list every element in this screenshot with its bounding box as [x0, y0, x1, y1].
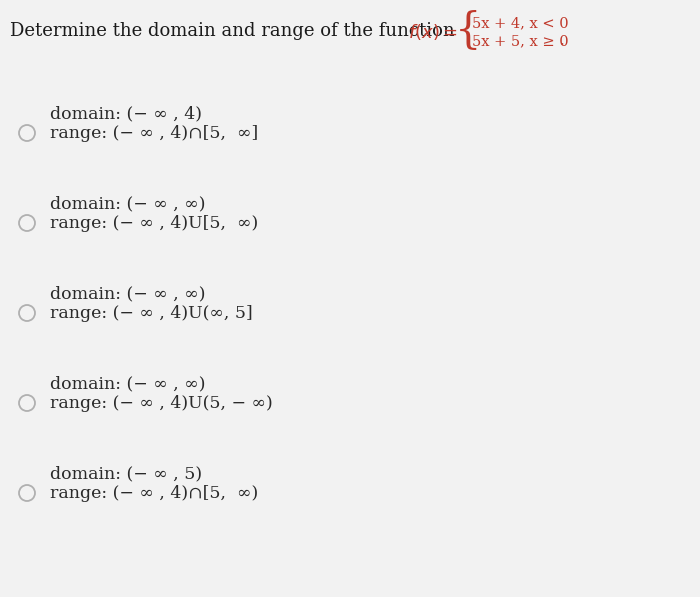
Text: $f(x)=$: $f(x)=$	[408, 22, 458, 42]
Text: domain: (− ∞ , ∞): domain: (− ∞ , ∞)	[50, 375, 206, 392]
Text: .: .	[560, 34, 565, 48]
Text: range: (− ∞ , 4)∩[5,  ∞]: range: (− ∞ , 4)∩[5, ∞]	[50, 125, 258, 142]
Text: domain: (− ∞ , 5): domain: (− ∞ , 5)	[50, 465, 202, 482]
Text: domain: (− ∞ , ∞): domain: (− ∞ , ∞)	[50, 285, 206, 302]
Text: {: {	[455, 10, 482, 52]
Text: range: (− ∞ , 4)U(5, − ∞): range: (− ∞ , 4)U(5, − ∞)	[50, 395, 273, 412]
Text: range: (− ∞ , 4)U(∞, 5]: range: (− ∞ , 4)U(∞, 5]	[50, 305, 253, 322]
Text: 5x + 4, x < 0: 5x + 4, x < 0	[472, 16, 568, 30]
Text: 5x + 5, x ≥ 0: 5x + 5, x ≥ 0	[472, 34, 568, 48]
Text: range: (− ∞ , 4)U[5,  ∞): range: (− ∞ , 4)U[5, ∞)	[50, 215, 258, 232]
Text: Determine the domain and range of the function: Determine the domain and range of the fu…	[10, 22, 461, 40]
Text: domain: (− ∞ , 4): domain: (− ∞ , 4)	[50, 105, 202, 122]
Text: range: (− ∞ , 4)∩[5,  ∞): range: (− ∞ , 4)∩[5, ∞)	[50, 485, 258, 502]
Text: domain: (− ∞ , ∞): domain: (− ∞ , ∞)	[50, 195, 206, 212]
